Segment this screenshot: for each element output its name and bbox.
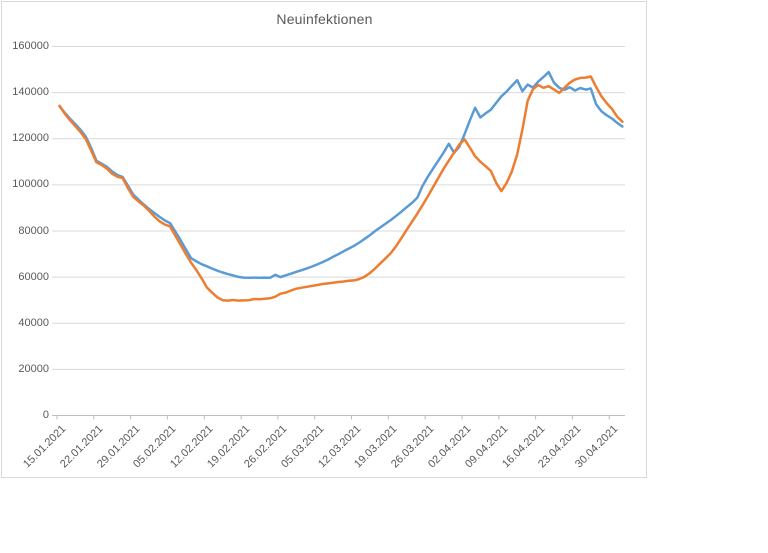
y-axis-label: 40000 xyxy=(18,316,49,329)
y-axis-label: 100000 xyxy=(12,178,49,191)
y-axis-label: 120000 xyxy=(12,132,49,145)
line-series-orange xyxy=(58,75,624,302)
y-axis-label: 0 xyxy=(42,409,49,421)
chart-title: Neuinfektionen xyxy=(276,11,373,27)
y-axis-label: 20000 xyxy=(18,362,49,375)
y-axis-label: 140000 xyxy=(12,86,49,99)
y-axis-label: 80000 xyxy=(18,224,49,237)
line-series-blue xyxy=(58,70,624,280)
y-axis-label: 60000 xyxy=(18,270,49,283)
y-axis-label: 160000 xyxy=(12,40,49,52)
